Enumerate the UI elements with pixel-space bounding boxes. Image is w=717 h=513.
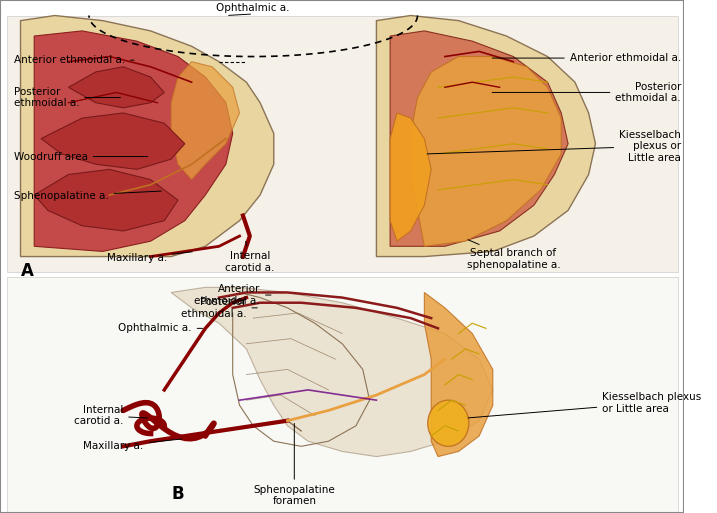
Text: Maxillary a.: Maxillary a. — [107, 252, 192, 264]
Polygon shape — [390, 31, 568, 246]
Text: Posterior
ethmoidal a.: Posterior ethmoidal a. — [492, 82, 681, 103]
Polygon shape — [34, 31, 233, 251]
Polygon shape — [424, 292, 493, 457]
Polygon shape — [171, 287, 493, 457]
Text: Posterior
ethmoidal a.: Posterior ethmoidal a. — [14, 87, 120, 108]
Polygon shape — [41, 113, 185, 169]
FancyBboxPatch shape — [7, 15, 678, 272]
Text: Anterior ethmoidal a.: Anterior ethmoidal a. — [492, 53, 681, 63]
Text: A: A — [21, 262, 34, 280]
Text: Septal branch of
sphenopalatine a.: Septal branch of sphenopalatine a. — [467, 240, 560, 270]
Polygon shape — [34, 169, 178, 231]
Text: Kiesselbach
plexus or
Little area: Kiesselbach plexus or Little area — [427, 130, 681, 163]
Polygon shape — [68, 67, 164, 108]
FancyBboxPatch shape — [7, 277, 678, 513]
Text: Anterior ethmoidal a.: Anterior ethmoidal a. — [14, 55, 134, 65]
Text: Woodruff area: Woodruff area — [14, 151, 148, 162]
Text: Kiesselbach plexus
or Little area: Kiesselbach plexus or Little area — [468, 392, 701, 418]
Text: Sphenopalatine
foramen: Sphenopalatine foramen — [253, 423, 335, 506]
Text: Posterior
ethmoidal a.: Posterior ethmoidal a. — [181, 297, 257, 319]
Text: B: B — [171, 485, 184, 503]
Text: Internal
carotid a.: Internal carotid a. — [225, 241, 275, 273]
Text: Maxillary a.: Maxillary a. — [83, 439, 182, 451]
Text: Ophthalmic a.: Ophthalmic a. — [118, 323, 203, 333]
Ellipse shape — [428, 400, 469, 446]
Text: Ophthalmic a.: Ophthalmic a. — [217, 3, 290, 13]
Text: Sphenopalatine a.: Sphenopalatine a. — [14, 191, 161, 201]
Text: Internal
carotid a.: Internal carotid a. — [74, 405, 148, 426]
Text: Anterior
ethmoidal a.: Anterior ethmoidal a. — [194, 284, 271, 306]
Polygon shape — [21, 15, 274, 256]
Polygon shape — [376, 15, 595, 256]
Polygon shape — [390, 113, 431, 241]
Polygon shape — [411, 56, 561, 246]
Polygon shape — [171, 62, 239, 180]
